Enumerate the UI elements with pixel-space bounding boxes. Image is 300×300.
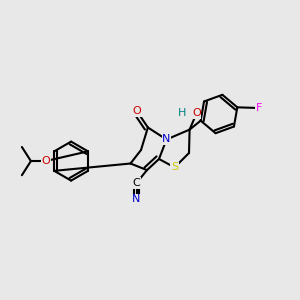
Text: C: C <box>133 178 140 188</box>
Text: O: O <box>192 108 201 118</box>
Text: O: O <box>41 156 50 166</box>
Text: O: O <box>132 106 141 116</box>
Text: H: H <box>178 108 186 118</box>
Text: S: S <box>171 162 178 172</box>
Text: N: N <box>132 194 141 205</box>
Text: F: F <box>255 103 262 113</box>
Text: N: N <box>162 134 171 145</box>
